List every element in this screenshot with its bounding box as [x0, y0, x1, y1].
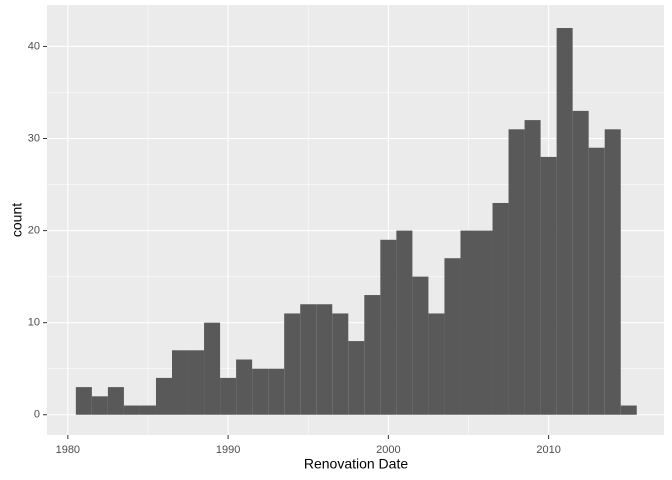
y-tick-label: 20 — [28, 224, 40, 236]
bar — [524, 120, 541, 415]
bar — [91, 396, 108, 415]
bar — [107, 387, 124, 415]
bar — [348, 341, 365, 415]
x-tick-label: 1990 — [216, 444, 240, 456]
bar — [123, 405, 140, 415]
bar — [492, 202, 509, 415]
y-axis-title: count — [9, 203, 25, 237]
bar — [540, 156, 557, 415]
y-tick-label: 40 — [28, 40, 40, 52]
bar — [252, 368, 269, 415]
bar — [300, 304, 317, 415]
bar — [139, 405, 156, 415]
bar — [380, 239, 397, 415]
bar — [268, 368, 285, 415]
bar — [444, 258, 461, 415]
bar — [460, 230, 477, 415]
bar — [316, 304, 333, 415]
bar — [155, 377, 173, 415]
y-tick-label: 10 — [28, 317, 40, 329]
bar — [556, 28, 573, 415]
bar — [620, 405, 637, 415]
bar — [396, 230, 413, 415]
bar — [284, 313, 301, 415]
bar — [204, 322, 221, 415]
bar — [75, 387, 92, 415]
bar — [172, 350, 189, 415]
bar — [428, 313, 445, 415]
bar — [412, 276, 429, 415]
x-tick-label: 1980 — [56, 444, 80, 456]
x-tick-label: 2010 — [536, 444, 560, 456]
x-tick-label: 2000 — [376, 444, 400, 456]
bar — [188, 350, 205, 415]
x-axis-title: Renovation Date — [304, 456, 409, 472]
bar — [332, 313, 349, 415]
bar — [604, 129, 621, 415]
bar — [476, 230, 493, 415]
bar — [236, 359, 253, 415]
bar — [220, 377, 237, 415]
bar — [588, 147, 605, 415]
bar — [364, 295, 381, 415]
y-tick-label: 0 — [34, 409, 40, 421]
bar — [572, 110, 589, 415]
y-tick-label: 30 — [28, 132, 40, 144]
bar — [508, 129, 525, 415]
